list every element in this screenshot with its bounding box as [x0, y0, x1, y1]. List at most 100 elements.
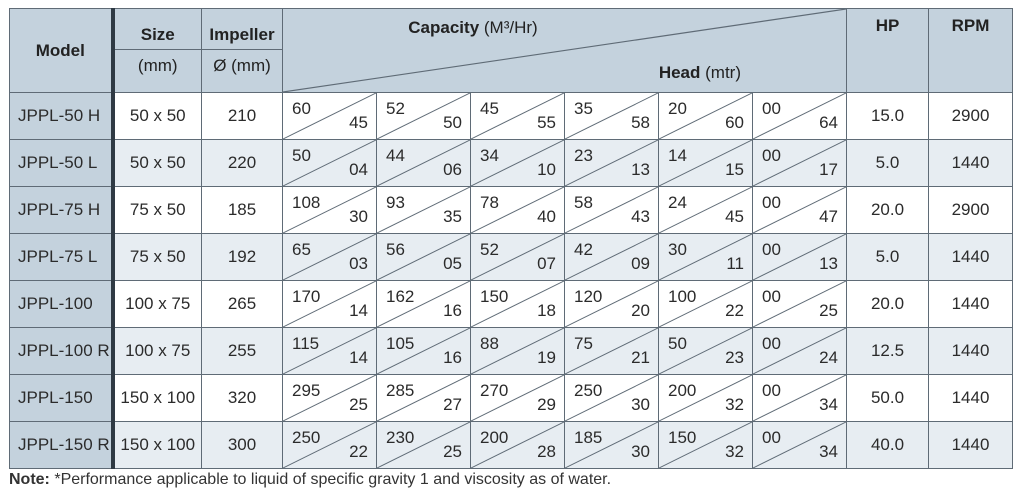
head-value: 45 [349, 113, 368, 132]
cell-diagonal [659, 187, 752, 233]
head-value: 25 [349, 395, 368, 414]
performance-point-cell: 250 22 [282, 421, 377, 469]
cell-diagonal [283, 328, 376, 374]
capacity-value: 78 [480, 193, 499, 212]
capacity-value: 45 [480, 99, 499, 118]
performance-point-cell: 162 16 [376, 280, 471, 328]
head-value: 50 [443, 113, 462, 132]
column-header-impeller: Impeller [201, 8, 283, 50]
head-value: 34 [819, 442, 838, 461]
capacity-value: 00 [762, 334, 781, 353]
cell-diagonal [753, 281, 846, 327]
cell-diagonal [753, 140, 846, 186]
size-unit: (mm) [112, 49, 202, 93]
head-value: 58 [631, 113, 650, 132]
head-value: 27 [443, 395, 462, 414]
hp-cell: 20.0 [846, 186, 929, 234]
head-value: 20 [631, 301, 650, 320]
head-value: 09 [631, 254, 650, 273]
cell-diagonal [471, 93, 564, 139]
table-row: JPPL-50 H 50 x 50 210 60 45 52 50 45 55 35 58 20 60 0… [9, 92, 1013, 140]
capacity-value: 108 [292, 193, 321, 212]
capacity-value: 115 [292, 334, 320, 353]
table-row: JPPL-50 L 50 x 50 220 50 04 44 06 34 10 23 13 14 15 0… [9, 139, 1013, 187]
capacity-value: 75 [574, 334, 593, 353]
cell-diagonal [659, 375, 752, 421]
capacity-value: 00 [762, 240, 781, 259]
model-cell: JPPL-100 [9, 280, 115, 328]
performance-point-cell: 100 22 [658, 280, 753, 328]
impeller-cell: 265 [201, 280, 283, 328]
performance-point-cell: 150 32 [658, 421, 753, 469]
performance-point-cell: 00 34 [752, 374, 847, 422]
column-header-model: Model [9, 8, 115, 93]
cell-diagonal [377, 140, 470, 186]
head-value: 32 [725, 395, 744, 414]
impeller-cell: 210 [201, 92, 283, 140]
head-value: 30 [631, 442, 650, 461]
head-value: 18 [537, 301, 556, 320]
head-value: 14 [349, 301, 368, 320]
capacity-value: 00 [762, 428, 781, 447]
head-value: 23 [725, 348, 744, 367]
capacity-value: 00 [762, 99, 781, 118]
head-value: 35 [443, 207, 462, 226]
capacity-value: 285 [386, 381, 415, 400]
impeller-cell: 300 [201, 421, 283, 469]
performance-point-cell: 230 25 [376, 421, 471, 469]
cell-diagonal [753, 93, 846, 139]
performance-point-cell: 52 50 [376, 92, 471, 140]
cell-diagonal [283, 93, 376, 139]
cell-diagonal [471, 328, 564, 374]
performance-point-cell: 42 09 [564, 233, 659, 281]
head-value: 60 [725, 113, 744, 132]
cell-diagonal [377, 187, 470, 233]
hp-cell: 15.0 [846, 92, 929, 140]
head-value: 34 [819, 395, 838, 414]
hp-cell: 12.5 [846, 327, 929, 375]
head-value: 19 [537, 348, 556, 367]
impeller-cell: 220 [201, 139, 283, 187]
capacity-value: 295 [292, 381, 321, 400]
cell-diagonal [753, 234, 846, 280]
head-value: 13 [631, 160, 650, 179]
cell-diagonal [377, 281, 470, 327]
size-cell: 150 x 100 [112, 374, 202, 422]
performance-point-cell: 200 32 [658, 374, 753, 422]
size-cell: 75 x 50 [112, 186, 202, 234]
hp-cell: 20.0 [846, 280, 929, 328]
performance-point-cell: 30 11 [658, 233, 753, 281]
capacity-value: 52 [386, 99, 405, 118]
head-value: 24 [819, 348, 838, 367]
cell-diagonal [565, 187, 658, 233]
capacity-value: 185 [574, 428, 603, 447]
head-value: 30 [631, 395, 650, 414]
hp-cell: 5.0 [846, 233, 929, 281]
head-value: 06 [443, 160, 462, 179]
head-value: 15 [725, 160, 744, 179]
cell-diagonal [565, 234, 658, 280]
head-value: 22 [725, 301, 744, 320]
performance-point-cell: 285 27 [376, 374, 471, 422]
footnote: Note: *Performance applicable to liquid … [9, 471, 612, 488]
head-label: Head (mtr) [658, 63, 741, 82]
performance-point-cell: 50 23 [658, 327, 753, 375]
capacity-value: 24 [668, 193, 687, 212]
table-row: JPPL-100 R 100 x 75 255 115 14 105 16 88 19 75 21 5… [9, 327, 1013, 375]
head-value: 47 [819, 207, 838, 226]
hp-cell: 50.0 [846, 374, 929, 422]
table-row: JPPL-75 H 75 x 50 185 108 30 93 35 78 40 58 43 24 45… [9, 186, 1013, 234]
performance-point-cell: 93 35 [376, 186, 471, 234]
performance-point-cell: 60 45 [282, 92, 377, 140]
capacity-value: 20 [668, 99, 687, 118]
performance-point-cell: 120 20 [564, 280, 659, 328]
capacity-value: 44 [386, 146, 405, 165]
cell-diagonal [659, 234, 752, 280]
capacity-value: 230 [386, 428, 415, 447]
size-cell: 100 x 75 [112, 280, 202, 328]
head-value: 17 [819, 160, 838, 179]
head-value: 13 [819, 254, 838, 273]
cell-diagonal [377, 234, 470, 280]
capacity-label: Capacity (M³/Hr) [408, 18, 538, 37]
cell-diagonal [565, 281, 658, 327]
